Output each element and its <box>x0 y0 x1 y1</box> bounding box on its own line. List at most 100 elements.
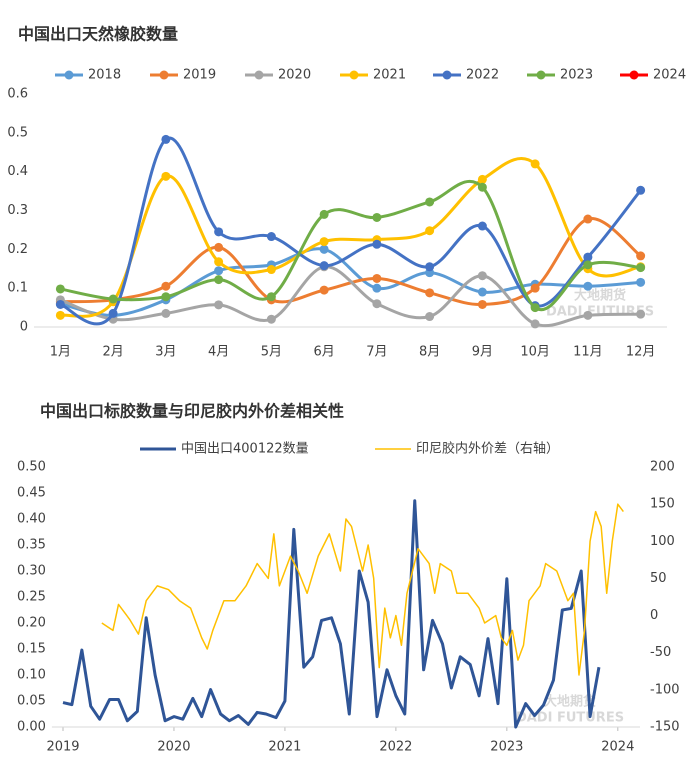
legend-marker <box>159 70 169 80</box>
point <box>214 257 224 267</box>
x-tick-label: 3月 <box>155 345 176 360</box>
series-line <box>62 499 601 729</box>
watermark: DADI FUTURES <box>516 711 624 726</box>
point <box>530 303 540 313</box>
point <box>425 262 435 272</box>
series-line <box>60 179 641 312</box>
point <box>108 294 118 304</box>
series-line <box>60 217 642 306</box>
x-tick-label: 2月 <box>102 345 123 360</box>
point <box>477 182 487 192</box>
x-tick-label: 4月 <box>208 345 229 360</box>
x-tick-label: 12月 <box>626 345 656 360</box>
legend-label: 2021 <box>373 68 406 83</box>
point <box>161 134 171 144</box>
y-tick-label: 0.40 <box>17 512 46 527</box>
point <box>583 281 593 291</box>
x-tick-label: 2022 <box>379 740 412 755</box>
x-tick-label: 5月 <box>261 345 282 360</box>
point <box>583 310 593 320</box>
watermark: 大地期货 <box>544 694 596 710</box>
point <box>161 292 171 302</box>
y2-tick-label: 150 <box>650 497 675 512</box>
x-tick-label: 7月 <box>366 345 387 360</box>
legend-label: 2022 <box>466 68 499 83</box>
point <box>636 185 646 195</box>
legend-marker <box>629 70 639 80</box>
x-tick-label: 9月 <box>472 345 493 360</box>
y-tick-label: 0.15 <box>17 642 46 657</box>
watermark: 大地期货 <box>574 288 626 304</box>
x-tick-label: 1月 <box>50 345 71 360</box>
point <box>319 285 329 295</box>
y-tick-label: 0.30 <box>17 564 46 579</box>
point <box>372 273 382 283</box>
point <box>636 277 646 287</box>
point <box>530 159 540 169</box>
x-tick-label: 2024 <box>601 740 634 755</box>
point <box>425 312 435 322</box>
y2-tick-label: 200 <box>650 460 675 475</box>
point <box>266 292 276 302</box>
point <box>319 209 329 219</box>
y-tick-label: 0.3 <box>7 203 28 218</box>
point <box>319 261 329 271</box>
x-tick-label: 10月 <box>520 345 550 360</box>
y-tick-label: 0.45 <box>17 486 46 501</box>
point <box>372 239 382 249</box>
y2-tick-label: 0 <box>650 608 658 623</box>
y-tick-label: 0.50 <box>17 460 46 475</box>
y-tick-label: 0.35 <box>17 538 46 553</box>
y-tick-label: 0.10 <box>17 668 46 683</box>
watermark: DADI FUTURES <box>546 305 654 320</box>
legend-marker <box>442 70 452 80</box>
y-tick-label: 0.5 <box>7 125 28 140</box>
point <box>477 221 487 231</box>
legend-label: 印尼胶内外价差（右轴） <box>416 441 559 457</box>
x-tick-label: 2019 <box>46 740 79 755</box>
legend-marker <box>64 70 74 80</box>
legend-label: 2023 <box>560 68 593 83</box>
legend-label: 中国出口400122数量 <box>181 442 309 457</box>
point <box>161 281 171 291</box>
legend-marker <box>254 70 264 80</box>
point <box>425 226 435 236</box>
point <box>214 300 224 310</box>
point <box>477 287 487 297</box>
legend-label: 2024 <box>653 68 686 83</box>
point <box>425 197 435 207</box>
point <box>214 275 224 285</box>
point <box>636 251 646 261</box>
y2-tick-label: 100 <box>650 534 675 549</box>
point <box>372 212 382 222</box>
x-tick-label: 2023 <box>490 740 523 755</box>
y-tick-label: 0 <box>20 320 28 335</box>
series-line <box>101 503 624 676</box>
point <box>530 283 540 293</box>
point <box>636 263 646 273</box>
series-line <box>59 136 642 326</box>
y2-tick-label: -50 <box>650 645 671 660</box>
y-tick-label: 0.05 <box>17 694 46 709</box>
point <box>266 232 276 242</box>
point <box>108 308 118 318</box>
point <box>266 314 276 324</box>
y-tick-label: 0.00 <box>17 720 46 735</box>
chart-title: 中国出口标胶数量与印尼胶内外价差相关性 <box>40 402 344 421</box>
y2-tick-label: -150 <box>650 720 680 735</box>
legend-label: 2020 <box>278 68 311 83</box>
legend-marker <box>349 70 359 80</box>
y-tick-label: 0.4 <box>7 164 28 179</box>
point <box>530 319 540 329</box>
y-tick-label: 0.25 <box>17 590 46 605</box>
point <box>214 227 224 237</box>
y2-tick-label: 50 <box>650 571 667 586</box>
point <box>55 284 65 294</box>
x-tick-label: 11月 <box>573 345 603 360</box>
point <box>266 265 276 275</box>
point <box>583 252 593 262</box>
series-line <box>60 157 641 318</box>
